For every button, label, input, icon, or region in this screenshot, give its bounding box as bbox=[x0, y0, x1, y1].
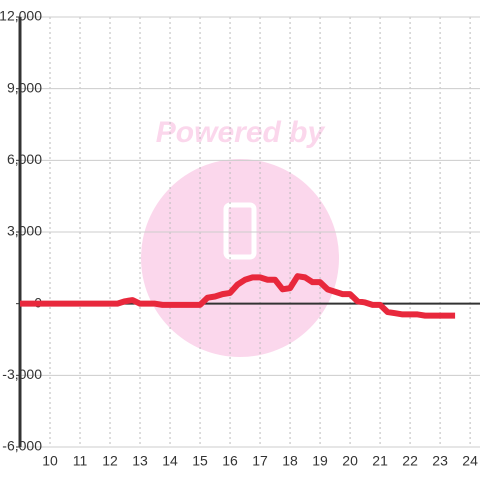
x-tick-label: 24 bbox=[462, 453, 478, 469]
y-tick-label: 9,000 bbox=[7, 79, 42, 95]
y-tick-label: 12,000 bbox=[0, 8, 42, 24]
x-tick-label: 14 bbox=[162, 453, 178, 469]
x-tick-label: 16 bbox=[222, 453, 238, 469]
watermark-text: Powered by bbox=[156, 116, 326, 149]
x-tick-label: 23 bbox=[432, 453, 448, 469]
x-tick-label: 22 bbox=[402, 453, 418, 469]
watermark-icon bbox=[223, 202, 257, 260]
y-tick-label: 6,000 bbox=[7, 151, 42, 167]
x-tick-label: 19 bbox=[312, 453, 328, 469]
x-tick-label: 10 bbox=[42, 453, 58, 469]
y-tick-label: -6,000 bbox=[2, 438, 42, 454]
x-tick-label: 12 bbox=[102, 453, 118, 469]
y-tick-label: 3,000 bbox=[7, 223, 42, 239]
line bbox=[20, 273, 456, 319]
x-tick-label: 11 bbox=[73, 453, 88, 469]
x-tick-label: 21 bbox=[372, 453, 388, 469]
x-tick-label: 17 bbox=[252, 453, 268, 469]
y-tick-label: -3,000 bbox=[2, 366, 42, 382]
x-tick-label: 15 bbox=[192, 453, 208, 469]
x-tick-label: 20 bbox=[342, 453, 358, 469]
x-tick-label: 18 bbox=[282, 453, 298, 469]
x-tick-label: 13 bbox=[132, 453, 148, 469]
